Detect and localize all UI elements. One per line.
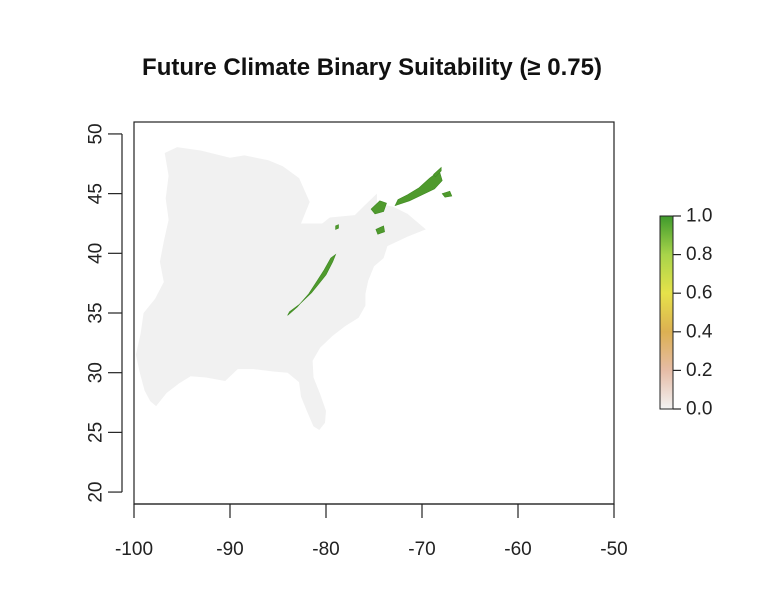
suitable-patch-catskills <box>375 225 385 235</box>
x-tick-label: -80 <box>312 539 339 560</box>
y-tick-label: 50 <box>86 123 107 144</box>
suitable-patch-eastern-maine-coast <box>441 190 453 198</box>
suitable-patch-adirondacks <box>370 200 387 215</box>
x-tick-label: -70 <box>408 539 435 560</box>
y-tick-label: 20 <box>86 481 107 502</box>
legend-tick-label: 1.0 <box>686 206 712 227</box>
unsuitable-area <box>135 147 426 430</box>
legend-tick-label: 0.4 <box>686 321 713 342</box>
suitable-patch-appalachian-ridge <box>287 253 337 316</box>
legend-tick-label: 0.0 <box>686 399 712 420</box>
x-tick-label: -90 <box>216 539 243 560</box>
y-tick-label: 40 <box>86 243 107 264</box>
y-tick-label: 45 <box>86 183 107 204</box>
legend-tick-label: 0.8 <box>686 244 712 265</box>
x-tick-label: -100 <box>115 539 153 560</box>
x-tick-label: -50 <box>600 539 627 560</box>
x-tick-label: -60 <box>504 539 531 560</box>
y-tick-label: 30 <box>86 362 107 383</box>
color-legend: 0.0 0.2 0.4 0.6 0.8 1.0 <box>659 206 713 420</box>
y-tick-label: 35 <box>86 302 107 323</box>
legend-color-bar <box>659 215 674 410</box>
y-tick-label: 25 <box>86 422 107 443</box>
y-axis: 20 25 30 35 40 45 50 <box>86 123 123 503</box>
x-axis: -100 -90 -80 -70 -60 -50 <box>115 503 628 560</box>
chart-title: Future Climate Binary Suitability (≥ 0.7… <box>142 54 602 81</box>
legend-tick-label: 0.2 <box>686 360 712 381</box>
map-layer <box>135 147 453 430</box>
suitable-patch-western-pennsylvania <box>335 224 339 230</box>
suitable-patch-northern-maine <box>433 166 442 178</box>
legend-tick-label: 0.6 <box>686 283 712 304</box>
